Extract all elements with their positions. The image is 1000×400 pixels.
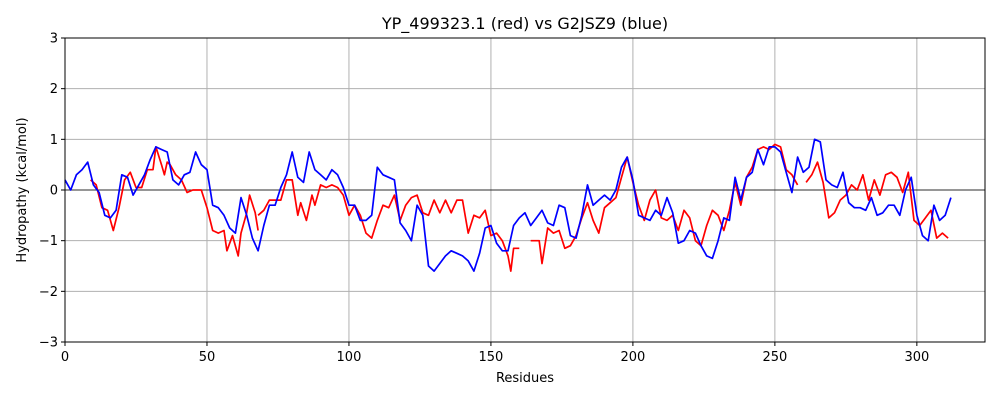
- x-tick-label: 100: [337, 350, 362, 365]
- red-series-line: [257, 179, 520, 272]
- y-tick-label: 1: [50, 133, 58, 148]
- x-tick-label: 0: [61, 350, 69, 365]
- x-tick-label: 150: [479, 350, 504, 365]
- y-tick-label: −1: [39, 234, 58, 249]
- y-tick-label: −3: [39, 336, 58, 351]
- x-tick-label: 50: [199, 350, 216, 365]
- x-tick-label: 300: [904, 350, 929, 365]
- y-tick-label: −2: [39, 285, 58, 300]
- red-series-line: [805, 161, 949, 239]
- x-tick-label: 200: [620, 350, 645, 365]
- series-layer: [64, 138, 952, 272]
- chart-title: YP_499323.1 (red) vs G2JSZ9 (blue): [381, 14, 668, 34]
- x-tick-label: 250: [762, 350, 787, 365]
- red-series-line: [90, 146, 259, 257]
- x-axis-label: Residues: [496, 371, 554, 386]
- blue-series-line: [64, 138, 952, 272]
- y-tick-label: 0: [50, 184, 58, 199]
- y-tick-label: 3: [50, 32, 58, 47]
- tick-layer: 0 50 100 150 200 250 300 −3 −2 −1 0 1 2 3: [39, 32, 929, 366]
- y-tick-label: 2: [50, 82, 58, 97]
- plot-frame: [64, 37, 986, 343]
- y-axis-label: Hydropathy (kcal/mol): [15, 117, 30, 262]
